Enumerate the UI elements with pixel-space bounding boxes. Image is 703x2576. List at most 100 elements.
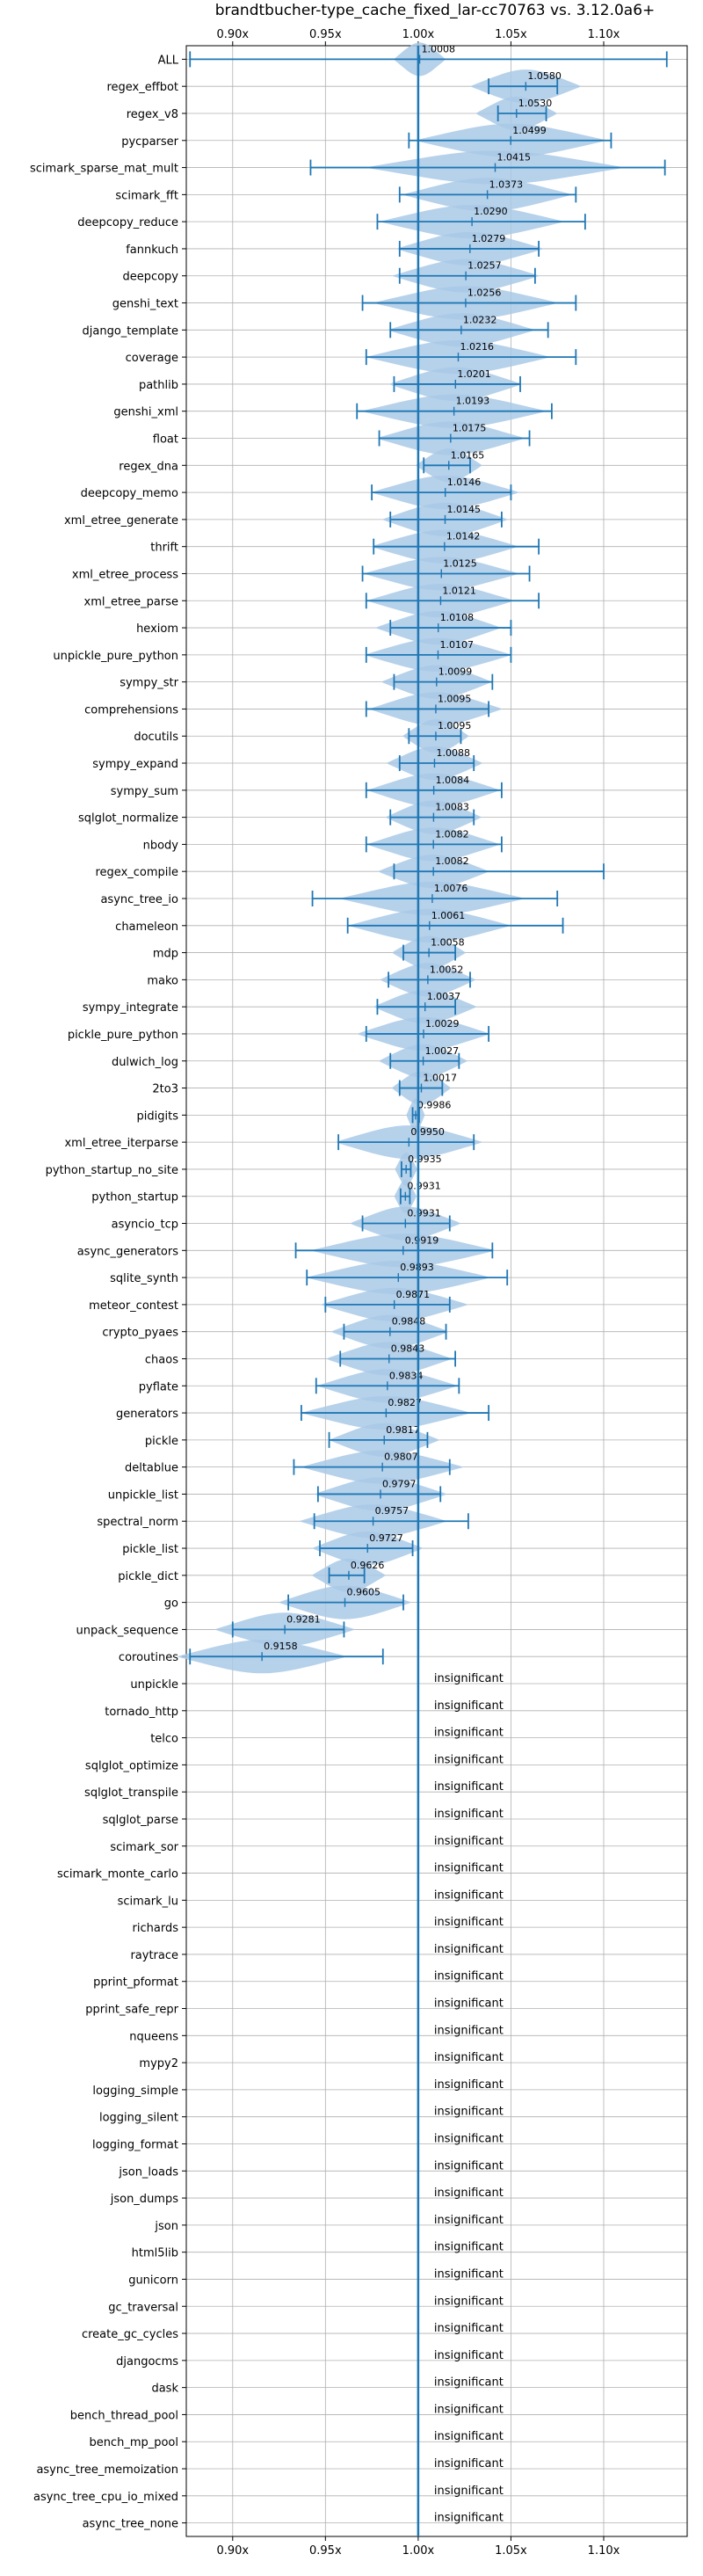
y-tick-label: thrift [150,542,178,555]
y-tick-label: html5lib [132,2247,178,2260]
insignificant-label: insignificant [434,1672,504,1685]
value-label: 1.0175 [453,423,487,434]
value-label: 0.9158 [264,1641,298,1652]
y-tick-label: logging_silent [99,2112,178,2125]
value-label: 1.0088 [436,747,470,759]
y-tick-label: gc_traversal [108,2301,178,2314]
value-label: 1.0108 [440,612,475,623]
y-tick-label: genshi_xml [113,406,178,419]
y-tick-label: deepcopy_reduce [77,216,178,229]
value-label: 1.0076 [434,883,468,894]
value-label: 0.9817 [386,1424,420,1436]
y-tick-label: mdp [153,948,178,961]
y-tick-label: bench_thread_pool [70,2409,178,2422]
insignificant-label: insignificant [434,2322,504,2335]
value-label: 1.0530 [518,98,553,109]
y-tick-label: pyflate [139,1380,178,1394]
y-tick-label: nqueens [129,2030,178,2043]
insignificant-label: insignificant [434,1699,504,1713]
insignificant-label: insignificant [434,2214,504,2227]
value-label: 1.0037 [427,991,461,1002]
y-tick-label: unpack_sequence [76,1624,178,1637]
y-tick-label: pickle_dict [118,1570,178,1583]
y-tick-label: sqlite_synth [110,1272,178,1285]
insignificant-label: insignificant [434,2051,504,2064]
value-label: 1.0061 [431,910,466,921]
y-tick-label: scimark_fft [115,189,178,202]
y-tick-label: django_template [83,324,178,338]
y-tick-label: sqlglot_optimize [85,1759,178,1772]
insignificant-label: insignificant [434,2430,504,2443]
y-tick-label: dask [151,2383,178,2396]
value-label: 1.0201 [457,368,491,380]
value-label: 0.9848 [392,1316,426,1328]
value-label: 1.0373 [489,178,524,190]
y-tick-label: hexiom [136,622,178,636]
y-tick-label: sympy_expand [92,758,178,771]
y-tick-label: tornado_http [105,1706,178,1719]
x-tick-label-bottom: 1.10x [588,2544,620,2558]
y-tick-label: xml_etree_process [72,568,178,581]
insignificant-label: insignificant [434,2485,504,2498]
x-tick-label-bottom: 1.05x [495,2544,527,2558]
value-label: 1.0099 [438,666,473,678]
value-label: 1.0499 [512,125,547,136]
y-tick-label: logging_format [92,2138,178,2151]
value-label: 1.0580 [527,70,562,82]
value-label: 1.0017 [423,1073,457,1084]
value-label: 1.0052 [430,964,464,975]
insignificant-label: insignificant [434,2106,504,2119]
y-tick-label: fannkuch [126,244,178,257]
value-label: 1.0145 [447,504,482,515]
value-label: 0.9727 [369,1532,403,1544]
y-tick-label: unpickle_pure_python [53,650,178,663]
y-tick-label: async_tree_none [83,2518,178,2531]
insignificant-label: insignificant [434,1862,504,1875]
y-tick-label: float [153,433,178,447]
insignificant-label: insignificant [434,1916,504,1929]
insignificant-label: insignificant [434,2512,504,2525]
x-tick-label-top: 0.95x [309,28,342,41]
value-label: 0.9605 [347,1587,381,1598]
x-tick-label-bottom: 1.00x [402,2544,435,2558]
insignificant-label: insignificant [434,2376,504,2390]
y-tick-label: unpickle [130,1678,178,1692]
insignificant-label: insignificant [434,2403,504,2416]
value-label: 0.9827 [388,1397,422,1408]
y-tick-label: async_tree_cpu_io_mixed [33,2491,178,2504]
y-tick-label: unpickle_list [108,1488,178,1502]
value-label: 1.0058 [431,937,464,949]
y-tick-label: spectral_norm [97,1516,178,1529]
insignificant-label: insignificant [434,1727,504,1740]
y-tick-label: pathlib [139,379,178,392]
insignificant-label: insignificant [434,1780,504,1794]
insignificant-label: insignificant [434,2078,504,2092]
value-label: 1.0082 [435,855,469,867]
value-label: 1.0027 [425,1045,459,1057]
value-label: 1.0165 [451,449,485,461]
y-tick-label: deltablue [125,1462,178,1475]
value-label: 1.0232 [463,314,497,325]
insignificant-label: insignificant [434,1835,504,1848]
y-tick-label: xml_etree_parse [84,595,178,608]
y-tick-label: genshi_text [112,298,178,311]
y-tick-label: sqlglot_parse [103,1814,178,1827]
y-tick-label: sympy_integrate [83,1001,178,1015]
value-label: 1.0415 [497,152,532,164]
y-tick-label: asyncio_tcp [112,1219,178,1232]
insignificant-label: insignificant [434,2267,504,2281]
y-tick-label: chaos [145,1353,178,1366]
y-tick-label: richards [133,1922,179,1935]
y-tick-label: python_startup_no_site [46,1164,178,1177]
y-tick-label: regex_compile [95,866,178,879]
y-tick-label: pprint_safe_repr [85,2004,178,2017]
value-label: 0.9797 [382,1478,417,1489]
value-label: 0.9950 [410,1126,445,1138]
value-label: 1.0256 [467,287,502,299]
y-tick-label: dulwich_log [112,1056,178,1069]
y-tick-label: ALL [158,54,179,67]
insignificant-label: insignificant [434,1753,504,1766]
y-tick-label: djangocms [116,2355,178,2369]
value-label: 1.0193 [456,396,490,407]
